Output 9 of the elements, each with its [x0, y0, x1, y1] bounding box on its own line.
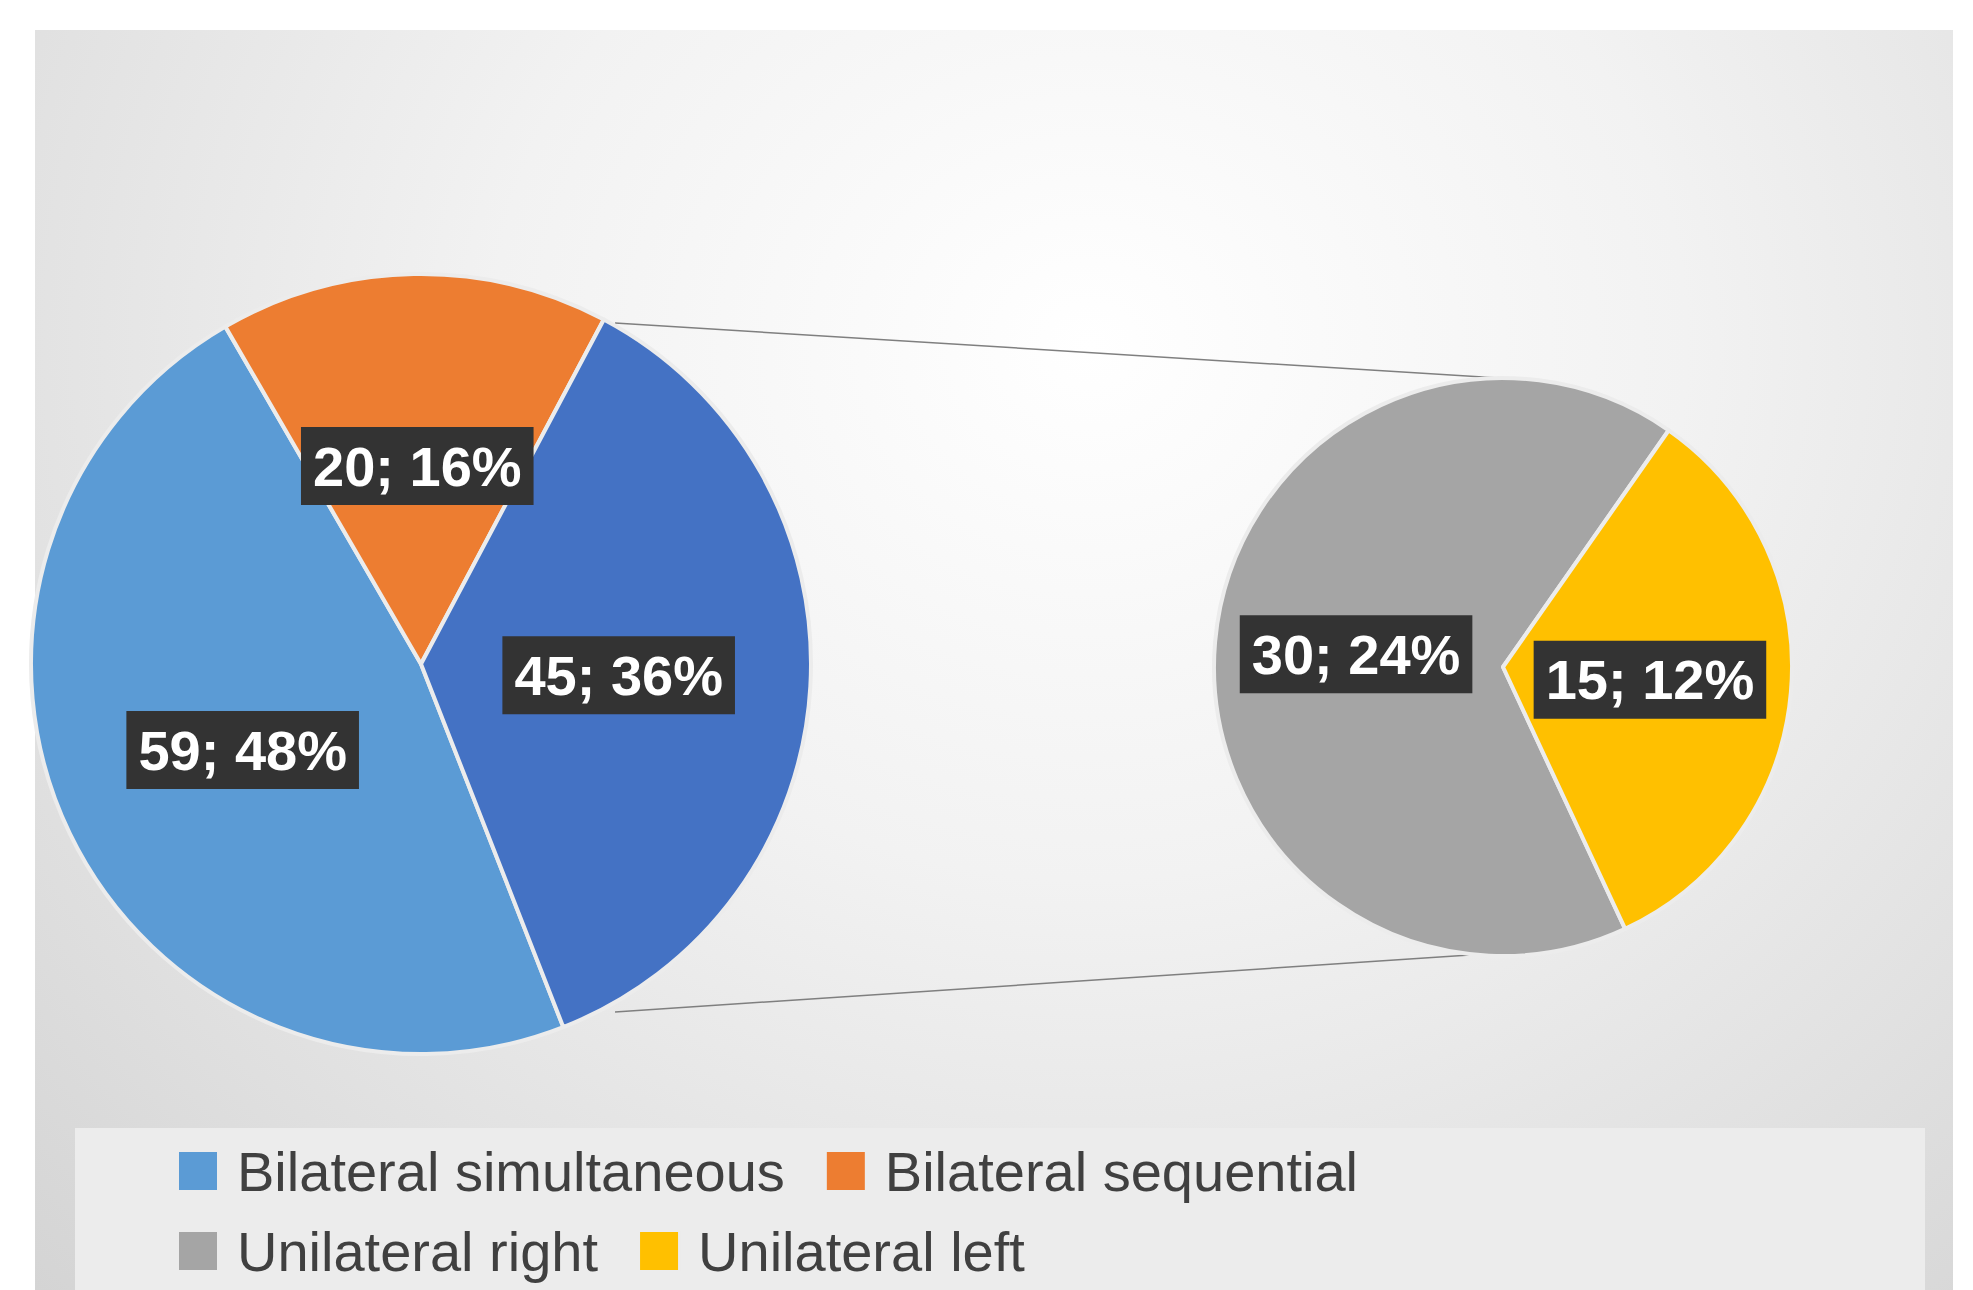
data-label: 59; 48%	[138, 718, 347, 782]
data-label: 30; 24%	[1251, 622, 1461, 686]
legend-label: Unilateral right	[237, 1219, 599, 1283]
data-label: 45; 36%	[514, 643, 723, 707]
data-label: 15; 12%	[1545, 648, 1755, 712]
legend-label: Unilateral left	[698, 1219, 1026, 1283]
legend-label: Bilateral sequential	[884, 1139, 1359, 1203]
legend-label: Bilateral simultaneous	[237, 1139, 785, 1203]
data-label: 20; 16%	[312, 434, 522, 498]
